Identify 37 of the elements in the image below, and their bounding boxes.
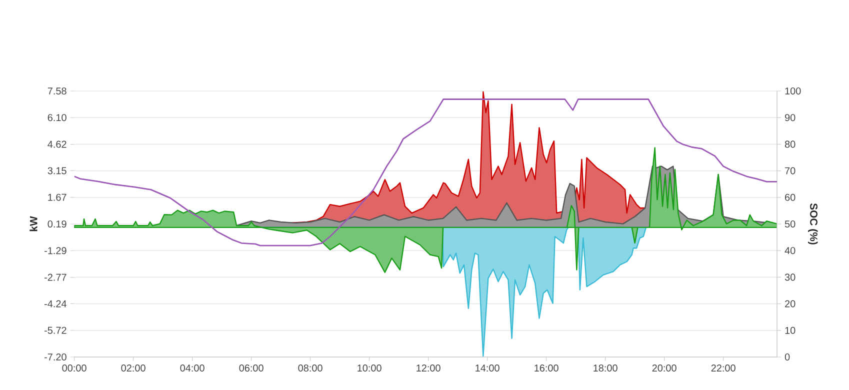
x-tick-label: 06:00: [239, 364, 264, 372]
x-tick-label: 02:00: [121, 364, 146, 372]
x-tick-label: 16:00: [534, 364, 558, 372]
x-tick-label: 18:00: [594, 364, 618, 372]
y2-tick-label: 10: [785, 326, 796, 334]
y2-tick-label: 100: [785, 87, 801, 95]
y2-axis-title: SOC (%): [808, 203, 818, 244]
y-tick-label: -4.24: [44, 300, 66, 308]
y2-tick-label: 0: [784, 353, 790, 361]
y-axis-title: kW: [30, 216, 38, 232]
y2-tick-label: 90: [785, 114, 796, 122]
x-tick-label: 04:00: [180, 364, 204, 372]
y-tick-label: 6.10: [48, 114, 66, 122]
y-tick-label: -7.20: [44, 353, 66, 361]
x-tick-label: 22:00: [711, 364, 736, 372]
x-tick-label: 10:00: [358, 364, 382, 372]
y-tick-label: 4.62: [48, 140, 66, 148]
x-tick-label: 20:00: [652, 364, 676, 372]
x-tick-label: 14:00: [476, 364, 500, 372]
x-tick-label: 12:00: [416, 364, 440, 372]
y-tick-label: 0.19: [48, 220, 66, 228]
line-series: [74, 98, 778, 246]
y2-tick-label: 80: [784, 140, 796, 148]
y-tick-label: -2.77: [44, 274, 66, 281]
y-tick-label: 7.58: [48, 87, 66, 95]
y-tick-label: 3.15: [48, 167, 66, 174]
y2-tick-label: 60: [785, 194, 796, 201]
y-tick-label: -5.72: [44, 326, 66, 334]
y-tick-label: 1.67: [48, 194, 66, 201]
y2-tick-label: 20: [785, 300, 796, 308]
y2-tick-label: 30: [784, 274, 796, 281]
y2-tick-label: 50: [784, 220, 796, 228]
y2-tick-label: 70: [785, 167, 796, 174]
x-tick-label: 08:00: [298, 364, 322, 372]
y2-tick-label: 40: [784, 247, 796, 254]
y-tick-label: -1.29: [44, 247, 66, 254]
x-tick-label: 00:00: [62, 364, 86, 372]
